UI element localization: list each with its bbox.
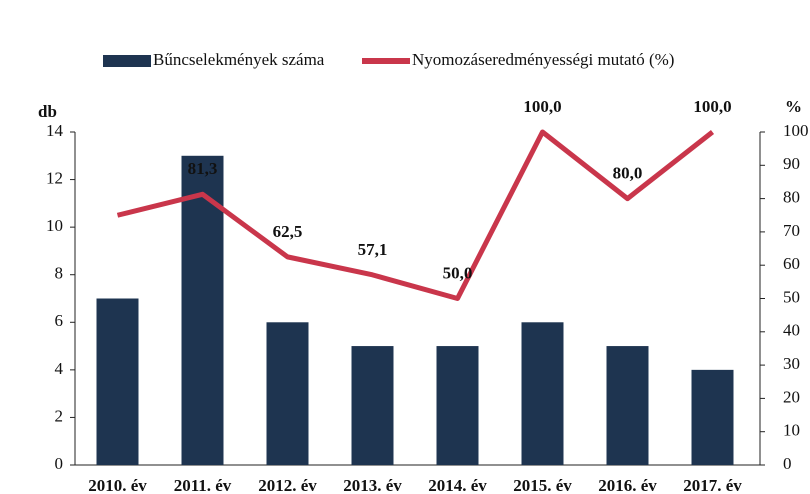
y2-tick-label: 100	[783, 121, 809, 140]
x-tick-label: 2016. év	[598, 476, 657, 494]
bar	[97, 299, 139, 466]
y2-tick-label: 30	[783, 354, 800, 373]
x-tick-label: 2013. év	[343, 476, 402, 494]
y-tick-label: 8	[55, 264, 64, 283]
bar	[607, 346, 649, 465]
x-tick-label: 2010. év	[88, 476, 147, 494]
y-tick-label: 4	[55, 359, 64, 378]
data-label: 57,1	[358, 240, 388, 259]
legend-swatch	[103, 55, 151, 67]
bar	[522, 322, 564, 465]
y2-tick-label: 50	[783, 287, 800, 306]
legend-label: Bűncselekmények száma	[153, 50, 325, 69]
data-label: 100,0	[693, 97, 731, 116]
y-tick-label: 10	[46, 216, 63, 235]
bar	[692, 370, 734, 465]
legend-label: Nyomozáseredményességi mutató (%)	[412, 50, 674, 69]
x-tick-label: 2015. év	[513, 476, 572, 494]
data-label: 100,0	[523, 97, 561, 116]
data-label: 50,0	[443, 263, 473, 282]
y2-tick-label: 90	[783, 154, 800, 173]
y-axis-title: db	[38, 102, 57, 121]
data-label: 80,0	[613, 164, 643, 183]
y-tick-label: 6	[55, 311, 64, 330]
data-label: 81,3	[188, 159, 218, 178]
y2-tick-label: 80	[783, 188, 800, 207]
x-tick-label: 2012. év	[258, 476, 317, 494]
y2-tick-label: 10	[783, 421, 800, 440]
y2-tick-label: 20	[783, 387, 800, 406]
y2-axis-title: %	[785, 97, 802, 116]
y2-tick-label: 40	[783, 321, 800, 340]
bar	[437, 346, 479, 465]
x-tick-label: 2011. év	[174, 476, 232, 494]
y2-tick-label: 0	[783, 454, 792, 473]
data-label: 62,5	[273, 222, 303, 241]
y2-tick-label: 60	[783, 254, 800, 273]
bar	[352, 346, 394, 465]
bar	[267, 322, 309, 465]
x-tick-label: 2014. év	[428, 476, 487, 494]
y-tick-label: 14	[46, 121, 64, 140]
y-tick-label: 12	[46, 168, 63, 187]
y2-tick-label: 70	[783, 221, 800, 240]
legend-swatch	[362, 58, 410, 64]
y-tick-label: 2	[55, 406, 64, 425]
x-tick-label: 2017. év	[683, 476, 742, 494]
chart: db % Bűncselekmények száma Nyomozáseredm…	[0, 0, 810, 494]
y-tick-label: 0	[55, 454, 64, 473]
